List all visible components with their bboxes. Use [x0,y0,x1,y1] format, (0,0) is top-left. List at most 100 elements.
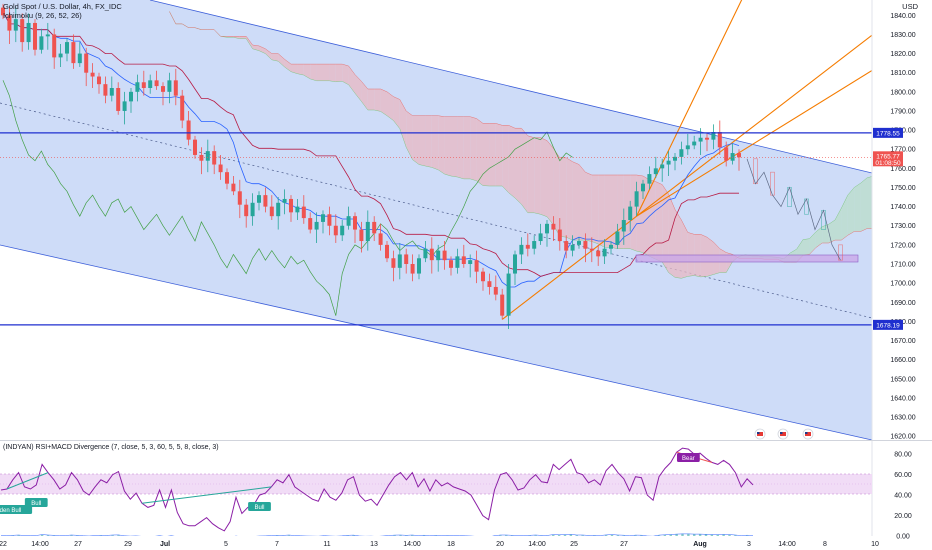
macd-bar [652,536,654,537]
macd-bar [341,536,343,537]
kumo-segment [662,184,669,273]
macd-bar [247,536,249,538]
flag-icon [780,432,786,436]
candle-body [282,198,287,203]
candle-body [717,132,722,148]
candle-body [468,260,473,264]
macd-bar [663,535,667,536]
macd-bar [229,536,231,539]
candle-body [263,195,268,207]
macd-bar [235,536,237,537]
macd-bar [610,534,614,536]
candle-body [698,137,703,142]
kumo-segment [880,171,886,227]
macd-bar [693,534,696,536]
kumo-segment [342,64,349,85]
price-tick-label: 1740.00 [890,204,915,211]
macd-bar [669,534,672,536]
candle-body [442,250,447,261]
hidden-bull-badge [0,505,33,514]
macd-bar [740,536,742,537]
candle-body [109,88,114,96]
macd-bar [364,536,366,537]
macd-bar [622,535,625,536]
kumo-segment [438,115,445,175]
macd-bar [182,536,184,539]
kumo-segment [559,157,567,238]
candle-body [481,271,485,282]
candle-body [154,80,159,87]
kumo-segment [854,183,861,232]
level-tag [873,319,903,330]
time-axis[interactable]: 22 14:00 27 29 Jul 5 7 11 13 14:00 18 20 14:00 25 27 Au… [0,541,879,548]
candle-body [647,174,652,184]
macd-bar [716,534,719,536]
kumo-segment [579,164,586,241]
kumo-segment [655,181,663,263]
kumo-segment [515,128,522,205]
chart-legend[interactable]: Gold Spot / U.S. Dollar, 4h, FX_IDC Ichi… [3,2,122,20]
sub-indicator-title[interactable]: (INDYAN) RSI+MACD Divergence (7, close, … [3,444,219,451]
macd-bar [281,535,285,536]
candle-body [250,202,255,217]
time-tick-label: 22 [0,541,7,548]
candle-body [180,95,185,121]
candle-body [673,156,677,161]
macd-bar [728,534,731,536]
candle-body [660,164,665,169]
price-tick-label: 1780.00 [890,128,915,135]
rsi-tick-label: 80.00 [894,452,912,459]
price-tick-label: 1720.00 [890,242,915,249]
symbol-title[interactable]: Gold Spot / U.S. Dollar, 4h, FX_IDC [3,2,122,11]
kumo-segment [604,175,611,248]
candle-body [237,191,242,205]
candle-body [346,216,351,226]
candle-body [333,225,338,236]
macd-bar [94,536,96,537]
candle-body [84,53,89,73]
macd-bar [722,534,725,536]
macd-bar [710,534,714,536]
candle-body [148,80,153,88]
candle-body [449,260,453,268]
kumo-segment [489,123,496,186]
candle-body [493,286,498,295]
candle-body [7,15,12,31]
kumo-segment [463,116,471,179]
trendline [636,0,743,217]
macd-bar [135,536,137,537]
price-tick-label: 1630.00 [890,415,915,422]
macd-bar [217,536,219,539]
macd-bar [287,535,291,536]
candle-body [1,7,5,16]
kumo-segment [822,224,829,243]
macd-bar [141,536,143,538]
candle-body [602,248,607,257]
kumo-segment [527,135,535,213]
macd-bar [563,534,567,536]
macd-bar [40,534,44,536]
candle-body [564,241,569,251]
current-price-tag [873,151,903,167]
kumo-segment [483,123,490,186]
macd-bar [70,535,73,536]
kumo-segment [809,232,816,255]
time-tick-label: 27 [620,541,628,548]
candle-body [500,294,505,316]
level-tag-label: 1778.55 [876,130,900,137]
candle-body [135,82,140,92]
kumo-segment [547,140,554,225]
macd-bar [17,535,20,536]
rsi-tick-label: 20.00 [894,513,912,520]
price-tick-label: 1710.00 [890,262,915,269]
kumo-segment [380,89,387,116]
indicator-title[interactable]: Ichimoku (9, 26, 52, 26) [3,11,82,20]
projection-line [746,158,841,261]
price-axis[interactable]: 1620.00 1630.00 1640.00 1650.00 1660.00 1670.… [890,13,915,441]
macd-bar [11,535,14,536]
event-badges[interactable]: Bull Bull Bear Hidden Bull [0,428,814,514]
candle-body [404,254,409,264]
macd-bar [200,536,202,539]
candle-body [20,19,25,43]
